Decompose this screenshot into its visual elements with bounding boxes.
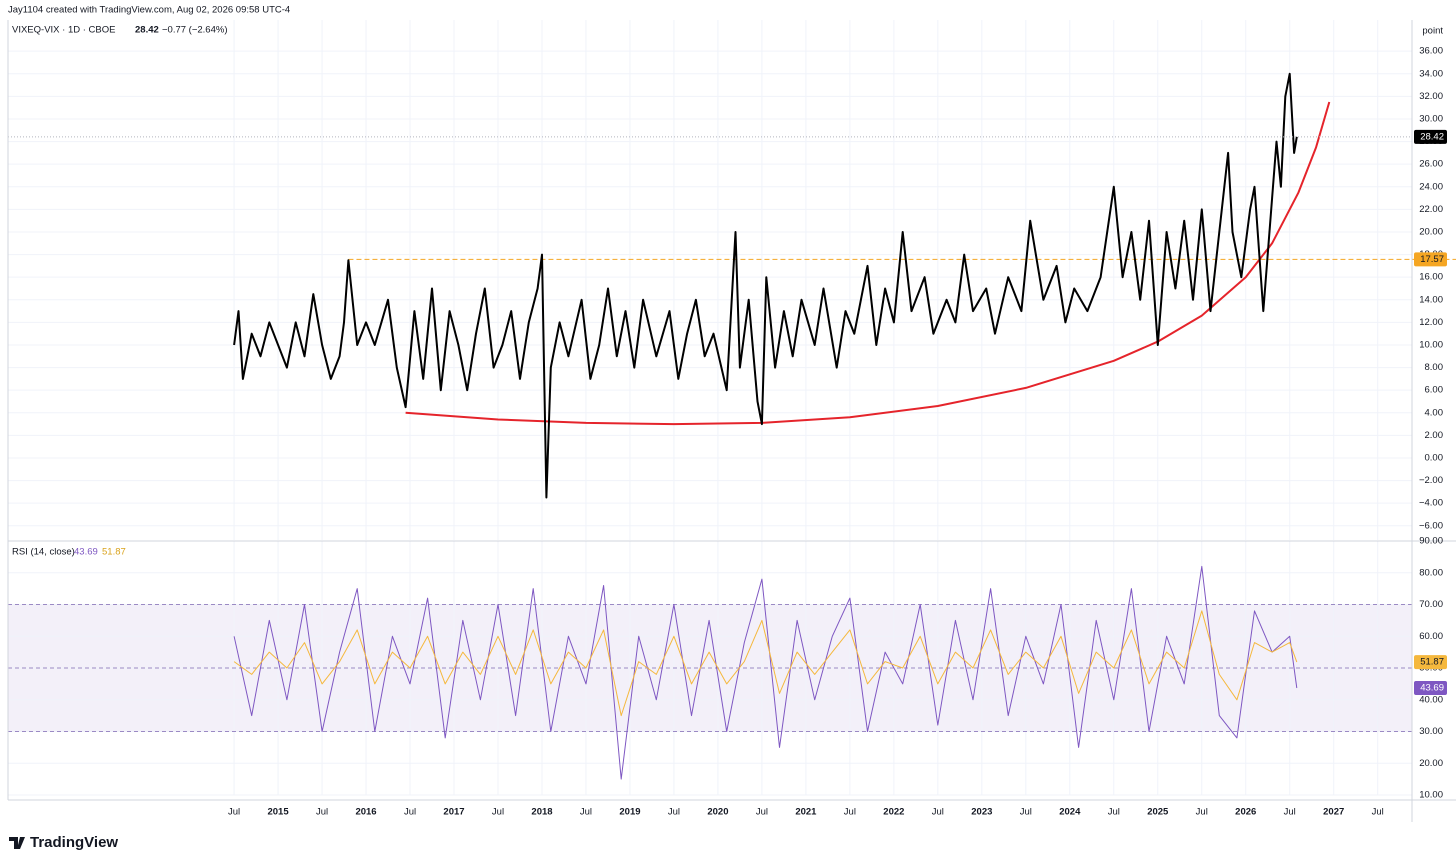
last-price: 28.42 xyxy=(135,25,159,36)
y-tick-label: 24.00 xyxy=(1419,181,1443,192)
rsi-value-box xyxy=(1414,655,1447,670)
y-tick-label: 70.00 xyxy=(1419,599,1443,610)
x-tick-label: 2027 xyxy=(1323,807,1344,818)
y-tick-label: 90.00 xyxy=(1419,536,1443,547)
x-tick-label: Jul xyxy=(844,807,856,818)
x-tick-label: 2026 xyxy=(1235,807,1256,818)
last-price-box xyxy=(1414,129,1447,144)
y-tick-label: 6.00 xyxy=(1425,385,1444,396)
y-tick-label: 60.00 xyxy=(1419,631,1443,642)
rsi-value-label: 43.69 xyxy=(1420,683,1444,694)
y-tick-label: 8.00 xyxy=(1425,362,1444,373)
x-tick-label: Jul xyxy=(1108,807,1120,818)
brand-logo: TradingView xyxy=(9,834,118,851)
y-tick-label: 20.00 xyxy=(1419,226,1443,237)
y-tick-label: 22.00 xyxy=(1419,204,1443,215)
last-price-label: 28.42 xyxy=(1420,131,1444,142)
y-tick-label: 2.00 xyxy=(1425,430,1444,441)
y-tick-label: 26.00 xyxy=(1419,159,1443,170)
rsi-line xyxy=(233,610,1298,717)
x-tick-label: 2024 xyxy=(1059,807,1081,818)
y-tick-label: 36.00 xyxy=(1419,46,1443,57)
rsi-line xyxy=(233,565,1298,780)
y-tick-label: 10.00 xyxy=(1419,790,1443,801)
logo-mark xyxy=(9,837,25,849)
x-tick-label: Jul xyxy=(1196,807,1208,818)
x-tick-label: Jul xyxy=(932,807,944,818)
x-tick-label: Jul xyxy=(756,807,768,818)
x-tick-label: Jul xyxy=(404,807,416,818)
y-tick-label: 0.00 xyxy=(1425,452,1444,463)
rsi-ma-last: 51.87 xyxy=(102,547,126,558)
x-tick-label: Jul xyxy=(668,807,680,818)
y-tick-label: 40.00 xyxy=(1419,694,1443,705)
rsi-value-label: 51.87 xyxy=(1420,657,1444,668)
y-tick-label: 12.00 xyxy=(1419,317,1443,328)
level-box xyxy=(1414,252,1447,267)
x-tick-label: 2020 xyxy=(707,807,728,818)
axis-unit: point xyxy=(1422,26,1443,37)
x-tick-label: 2025 xyxy=(1147,807,1169,818)
x-tick-label: 2017 xyxy=(443,807,464,818)
y-tick-label: 20.00 xyxy=(1419,758,1443,769)
y-tick-label: 80.00 xyxy=(1419,567,1443,578)
trend-curve xyxy=(405,101,1331,426)
x-tick-label: 2016 xyxy=(355,807,376,818)
rsi-legend: RSI (14, close) xyxy=(12,547,75,558)
x-tick-label: Jul xyxy=(1284,807,1296,818)
y-tick-label: 30.00 xyxy=(1419,113,1443,124)
plot xyxy=(8,72,1456,780)
x-tick-label: 2018 xyxy=(531,807,552,818)
y-tick-label: −4.00 xyxy=(1419,498,1443,509)
y-tick-label: 4.00 xyxy=(1425,407,1444,418)
x-tick-label: Jul xyxy=(1372,807,1384,818)
x-tick-label: 2021 xyxy=(795,807,817,818)
y-tick-label: 30.00 xyxy=(1419,726,1443,737)
x-tick-label: Jul xyxy=(1020,807,1032,818)
x-tick-label: 2022 xyxy=(883,807,904,818)
y-tick-label: 34.00 xyxy=(1419,68,1443,79)
rsi-last: 43.69 xyxy=(74,547,98,558)
y-tick-label: 32.00 xyxy=(1419,91,1443,102)
y-tick-label: −6.00 xyxy=(1419,520,1443,531)
y-tick-label: −2.00 xyxy=(1419,475,1443,486)
price-change: −0.77 (−2.64%) xyxy=(162,25,228,36)
level-label: 17.57 xyxy=(1420,254,1444,265)
x-tick-label: Jul xyxy=(580,807,592,818)
brand-name: TradingView xyxy=(30,834,118,851)
x-tick-label: 2023 xyxy=(971,807,992,818)
x-tick-label: 2019 xyxy=(619,807,640,818)
x-tick-label: Jul xyxy=(228,807,240,818)
price-line xyxy=(233,72,1298,499)
x-tick-label: Jul xyxy=(492,807,504,818)
rsi-value-box xyxy=(1414,681,1447,696)
y-tick-label: 14.00 xyxy=(1419,294,1443,305)
y-tick-label: 10.00 xyxy=(1419,339,1443,350)
y-tick-label: 16.00 xyxy=(1419,272,1443,283)
x-tick-label: Jul xyxy=(316,807,328,818)
x-tick-label: 2015 xyxy=(267,807,289,818)
symbol-legend: VIXEQ-VIX · 1D · CBOE xyxy=(12,25,115,36)
credit: Jay1104 created with TradingView.com, Au… xyxy=(8,5,290,16)
